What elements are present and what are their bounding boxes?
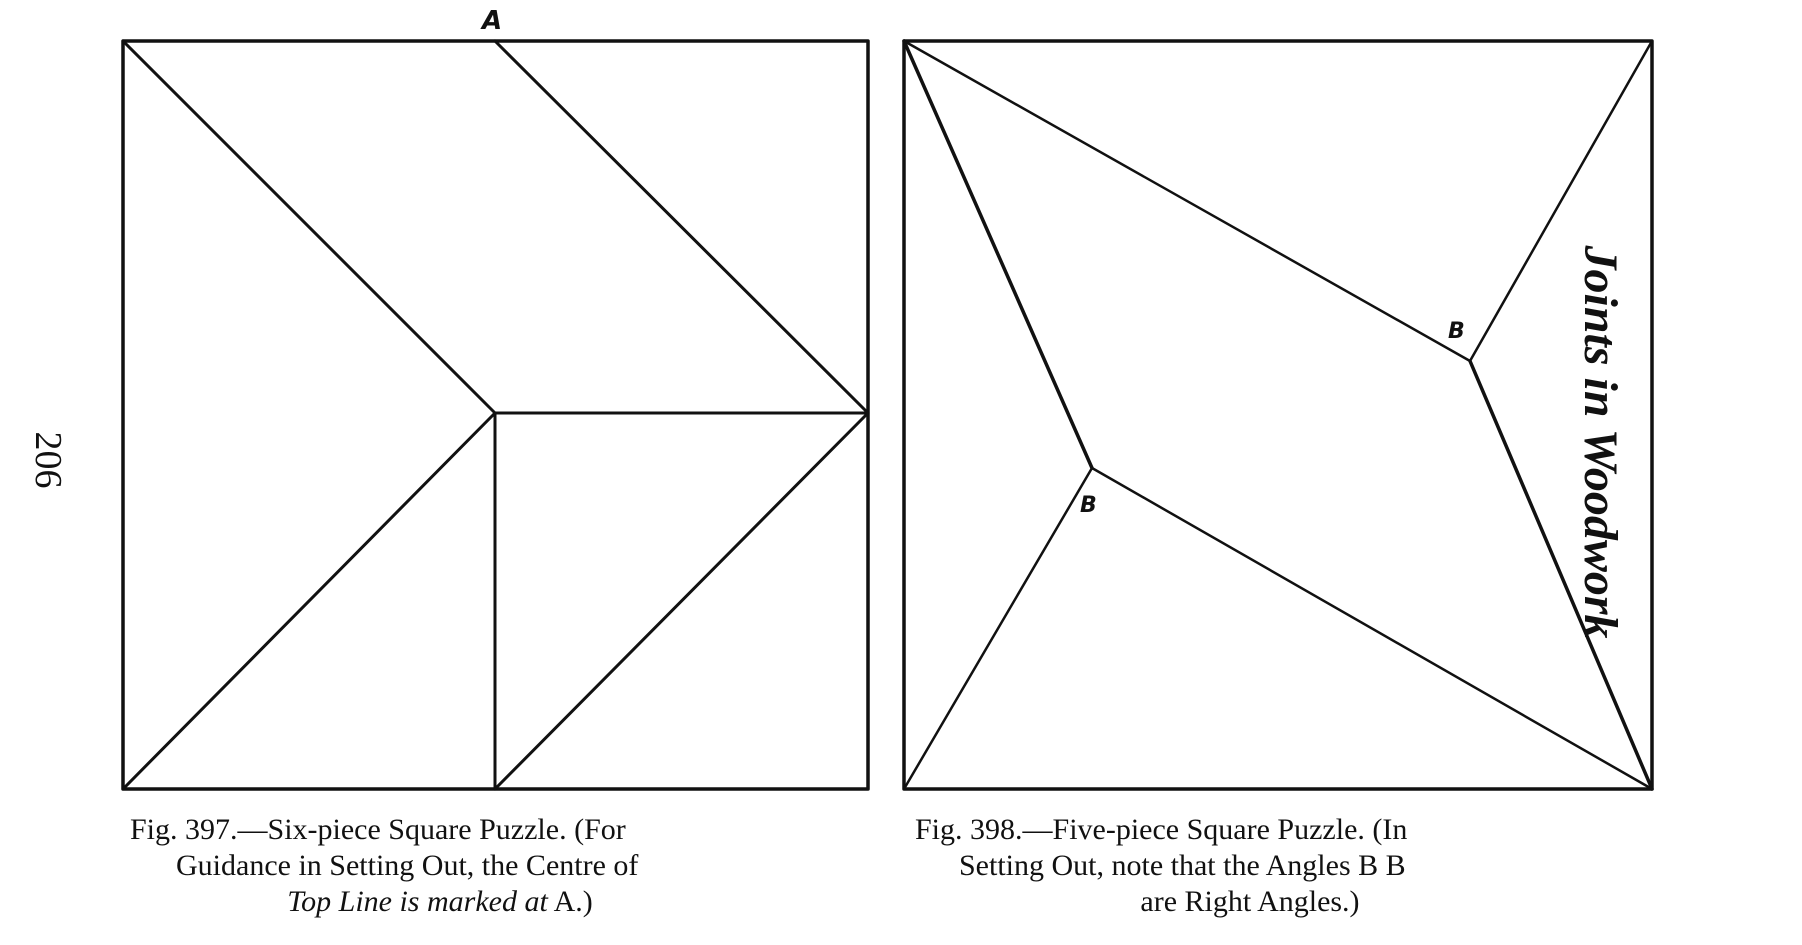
fig397-diagonal-from-a [493, 39, 870, 415]
fig397-point-label-a: A [480, 6, 502, 36]
fig397-caption-line-3-italic: Top Line is marked at [287, 885, 548, 918]
fig398-outer-square [902, 39, 1654, 791]
fig397-caption: Fig. 397.—Six-piece Square Puzzle. (For … [130, 812, 870, 920]
figure-398-diagram: B B [902, 39, 1654, 791]
fig397-diagonal-left-lower [121, 411, 497, 791]
fig398-point-label-b-lower: B [1080, 493, 1097, 518]
fig398-line-topleft-to-b2 [902, 39, 1472, 363]
fig397-caption-line-3-end: A.) [547, 885, 593, 918]
fig398-caption: Fig. 398.—Five-piece Square Puzzle. (In … [915, 812, 1635, 920]
fig397-diagonal-left-upper [121, 39, 497, 415]
fig398-line-b2-to-bottomright [1468, 359, 1654, 791]
fig397-caption-line-1: Fig. 397.—Six-piece Square Puzzle. (For [130, 813, 626, 846]
fig398-line-b1-to-bottomright [1090, 466, 1654, 791]
fig397-caption-line-3: Top Line is marked at A.) [130, 884, 750, 920]
fig398-line-topleft-to-b1 [902, 39, 1094, 470]
fig398-line-topright-to-b2 [1468, 39, 1654, 363]
fig398-line-b1-to-bottomleft [902, 466, 1094, 791]
figure-397-diagram: A [121, 6, 870, 791]
fig398-point-label-b-upper: B [1448, 319, 1465, 344]
fig397-diagonal-right-lower [493, 411, 870, 791]
fig398-caption-line-3: are Right Angles.) [1140, 885, 1360, 918]
fig397-caption-line-2: Guidance in Setting Out, the Centre of [176, 849, 639, 882]
fig398-caption-line-2: Setting Out, note that the Angles B B [959, 849, 1406, 882]
fig398-caption-line-1: Fig. 398.—Five-piece Square Puzzle. (In [915, 813, 1408, 846]
